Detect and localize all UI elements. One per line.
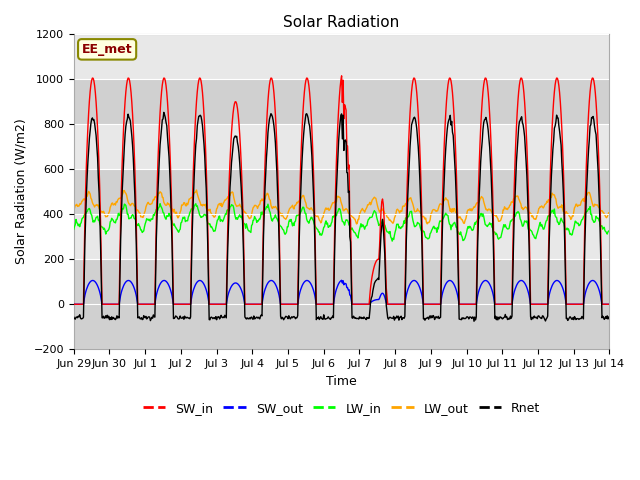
SW_in — [189, 185, 196, 191]
LW_in — [134, 221, 142, 227]
LW_out — [189, 195, 196, 201]
Line: Rnet: Rnet — [74, 112, 609, 321]
LW_out — [70, 209, 77, 215]
Bar — [74, 79, 609, 124]
SW_in — [79, 301, 87, 307]
SW_in — [422, 301, 430, 307]
LW_out — [408, 198, 415, 204]
SW_out — [605, 301, 612, 307]
SW_out — [70, 301, 77, 307]
Bar — [74, 169, 609, 214]
LW_in — [70, 226, 77, 232]
Rnet — [407, 133, 415, 139]
Bar — [74, 34, 609, 79]
SW_in — [70, 301, 77, 307]
X-axis label: Time: Time — [326, 374, 357, 387]
LW_out — [218, 204, 226, 210]
SW_out — [407, 280, 415, 286]
Y-axis label: Solar Radiation (W/m2): Solar Radiation (W/m2) — [15, 119, 28, 264]
Line: LW_out: LW_out — [74, 190, 609, 224]
Title: Solar Radiation: Solar Radiation — [284, 15, 400, 30]
LW_out — [353, 221, 360, 227]
LW_in — [189, 206, 197, 212]
Legend: SW_in, SW_out, LW_in, LW_out, Rnet: SW_in, SW_out, LW_in, LW_out, Rnet — [138, 396, 545, 420]
Line: SW_in: SW_in — [74, 76, 609, 304]
Rnet — [218, 314, 226, 320]
SW_in — [407, 98, 415, 104]
SW_out — [189, 289, 196, 295]
LW_in — [605, 228, 612, 234]
SW_out — [422, 301, 430, 307]
SW_in — [338, 73, 346, 79]
Rnet — [70, 314, 77, 320]
SW_out — [217, 301, 225, 307]
Text: EE_met: EE_met — [82, 43, 132, 56]
Rnet — [79, 314, 87, 320]
Rnet — [605, 314, 612, 320]
SW_in — [217, 301, 225, 307]
LW_in — [408, 208, 415, 214]
SW_out — [338, 277, 346, 283]
Bar — [74, 214, 609, 259]
Rnet — [470, 318, 478, 324]
LW_out — [605, 210, 612, 216]
SW_out — [134, 301, 142, 307]
LW_out — [193, 187, 200, 193]
Rnet — [160, 109, 168, 115]
Rnet — [189, 191, 197, 196]
Rnet — [134, 315, 142, 321]
SW_out — [79, 301, 87, 307]
Bar — [74, 259, 609, 304]
Bar — [74, 304, 609, 349]
SW_in — [134, 301, 142, 307]
Line: LW_in: LW_in — [74, 204, 609, 241]
SW_in — [605, 301, 612, 307]
LW_out — [134, 209, 142, 215]
LW_in — [388, 238, 396, 244]
LW_in — [156, 201, 164, 206]
Bar — [74, 124, 609, 169]
LW_in — [423, 235, 431, 241]
LW_in — [79, 215, 87, 220]
Rnet — [422, 316, 430, 322]
Line: SW_out: SW_out — [74, 280, 609, 304]
LW_out — [79, 196, 87, 202]
LW_in — [218, 217, 226, 223]
LW_out — [423, 221, 431, 227]
